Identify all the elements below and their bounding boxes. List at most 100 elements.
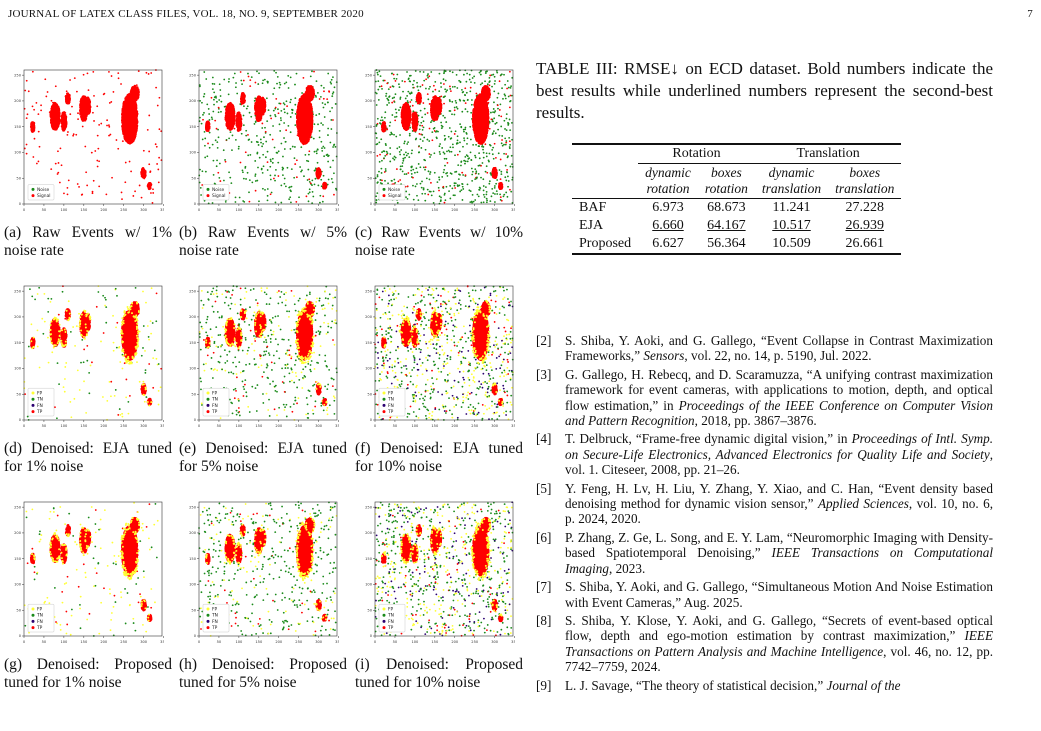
event-point bbox=[86, 104, 89, 107]
event-point bbox=[96, 134, 99, 137]
event-point bbox=[248, 111, 251, 114]
event-point bbox=[233, 127, 236, 130]
event-point bbox=[307, 160, 310, 163]
event-point bbox=[57, 110, 60, 113]
event-point bbox=[134, 115, 138, 119]
event-point bbox=[125, 96, 129, 100]
event-point bbox=[226, 104, 230, 108]
event-point bbox=[254, 160, 257, 162]
event-point bbox=[31, 70, 34, 73]
event-point bbox=[280, 119, 282, 122]
event-point bbox=[25, 143, 28, 146]
event-point bbox=[148, 187, 152, 190]
event-point bbox=[278, 123, 281, 126]
event-point bbox=[158, 96, 161, 99]
event-point bbox=[25, 152, 28, 155]
event-point bbox=[230, 182, 233, 185]
event-point bbox=[260, 168, 263, 171]
event-point bbox=[225, 120, 229, 124]
event-point bbox=[295, 159, 298, 162]
event-point bbox=[51, 114, 55, 117]
event-point bbox=[295, 200, 298, 203]
event-point bbox=[327, 160, 330, 163]
event-point bbox=[110, 75, 113, 77]
event-point bbox=[321, 200, 324, 203]
event-point bbox=[327, 72, 330, 75]
event-point bbox=[261, 127, 264, 129]
event-point bbox=[148, 163, 151, 166]
event-point bbox=[75, 133, 78, 136]
event-point bbox=[133, 86, 137, 89]
event-point bbox=[67, 179, 70, 182]
event-point bbox=[330, 119, 333, 121]
event-point bbox=[52, 103, 55, 107]
event-point bbox=[318, 98, 321, 100]
event-point bbox=[122, 124, 126, 127]
event-point bbox=[258, 200, 260, 203]
event-point bbox=[240, 132, 243, 135]
event-point bbox=[212, 173, 215, 176]
event-point bbox=[307, 168, 310, 171]
event-point bbox=[249, 85, 252, 88]
event-point bbox=[319, 194, 322, 197]
event-point bbox=[256, 179, 259, 182]
event-point bbox=[291, 145, 294, 148]
event-point bbox=[108, 124, 110, 127]
event-point bbox=[311, 179, 314, 182]
event-point bbox=[282, 102, 285, 105]
event-point bbox=[275, 168, 277, 171]
event-point bbox=[331, 106, 334, 109]
event-point bbox=[60, 115, 64, 118]
event-point bbox=[122, 104, 126, 107]
event-point bbox=[108, 134, 110, 137]
event-point bbox=[71, 105, 73, 108]
event-point bbox=[204, 144, 206, 147]
event-point bbox=[287, 124, 290, 127]
event-point bbox=[198, 84, 201, 86]
event-point bbox=[323, 90, 325, 93]
event-point bbox=[246, 105, 249, 108]
event-point bbox=[86, 108, 90, 111]
event-point bbox=[266, 120, 269, 123]
event-point bbox=[137, 70, 140, 73]
event-point bbox=[63, 192, 65, 195]
event-point bbox=[25, 79, 28, 82]
event-point bbox=[213, 83, 216, 85]
event-point bbox=[249, 153, 252, 156]
event-point bbox=[205, 129, 209, 132]
event-point bbox=[289, 148, 292, 150]
event-point bbox=[53, 102, 57, 105]
x-tick-label: 0 bbox=[23, 208, 26, 212]
event-point bbox=[322, 174, 325, 177]
event-point bbox=[150, 192, 152, 194]
event-point bbox=[238, 124, 241, 128]
event-point bbox=[117, 72, 120, 75]
event-point bbox=[333, 143, 336, 146]
event-point bbox=[62, 123, 66, 126]
event-point bbox=[123, 131, 127, 135]
event-point bbox=[247, 75, 250, 78]
event-point bbox=[82, 73, 85, 76]
event-point bbox=[255, 104, 259, 108]
event-point bbox=[315, 152, 318, 155]
figure-grid: 050100150200250300350050100150200250Nois… bbox=[4, 66, 523, 726]
event-point bbox=[265, 140, 268, 143]
event-point bbox=[266, 199, 269, 202]
event-point bbox=[61, 127, 65, 131]
event-point bbox=[289, 116, 292, 118]
event-point bbox=[322, 145, 325, 148]
event-point bbox=[242, 79, 245, 82]
event-point bbox=[332, 146, 335, 148]
event-point bbox=[204, 137, 207, 140]
event-point bbox=[61, 113, 65, 116]
event-point bbox=[229, 104, 232, 108]
event-point bbox=[256, 134, 258, 137]
event-point bbox=[56, 124, 59, 128]
event-point bbox=[283, 148, 286, 150]
event-point bbox=[130, 123, 133, 126]
event-point bbox=[301, 92, 303, 94]
event-point bbox=[33, 108, 36, 111]
event-point bbox=[254, 111, 258, 115]
event-point bbox=[203, 199, 206, 202]
event-point bbox=[229, 131, 232, 133]
